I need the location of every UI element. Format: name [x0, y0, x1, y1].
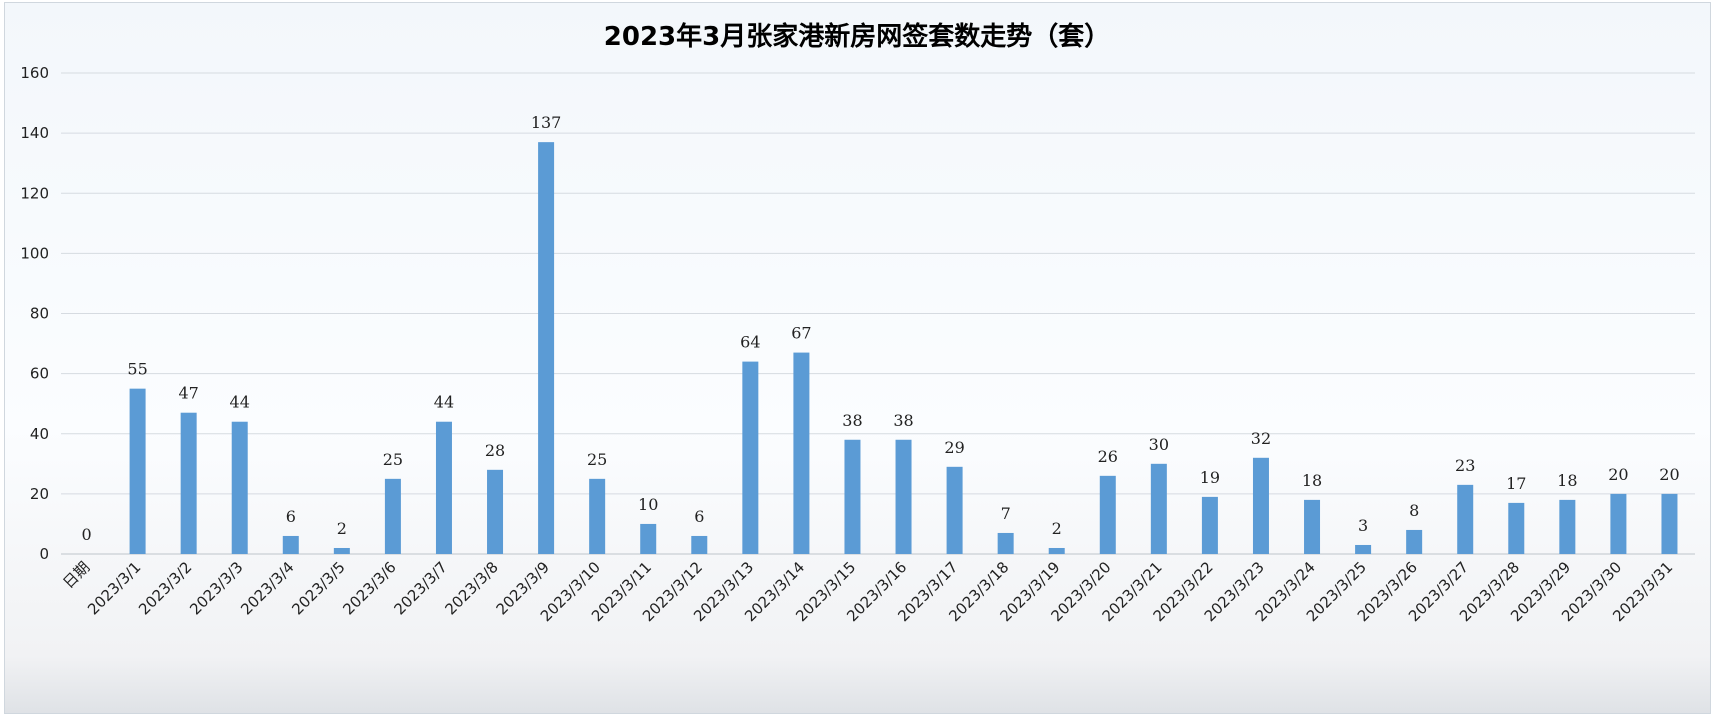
data-label: 29: [944, 438, 964, 457]
y-tick-label: 160: [20, 64, 49, 82]
bar: [333, 547, 350, 554]
data-label: 67: [791, 324, 811, 343]
data-label: 26: [1098, 447, 1118, 466]
data-label: 10: [638, 495, 658, 514]
data-label: 3: [1358, 516, 1368, 535]
data-label: 23: [1455, 456, 1475, 475]
data-label: 32: [1251, 429, 1271, 448]
bar: [793, 352, 810, 554]
y-axis-ticks: 0 20 40 60 80 100 120 140 160: [20, 64, 49, 563]
y-tick-label: 80: [30, 305, 49, 323]
data-label: 8: [1409, 501, 1419, 520]
y-tick-label: 120: [20, 184, 49, 202]
bar: [1355, 544, 1372, 554]
x-tick-label: 日期: [59, 558, 93, 592]
chart-title: 2023年3月张家港新房网签套数走势（套）: [604, 21, 1110, 52]
data-label: 20: [1608, 465, 1628, 484]
bar: [946, 466, 963, 554]
data-label: 6: [694, 507, 704, 526]
data-label: 18: [1557, 471, 1577, 490]
y-tick-label: 20: [30, 485, 49, 503]
bar: [231, 421, 248, 554]
x-tick-label: 2023/3/6: [339, 558, 399, 618]
data-label: 6: [286, 507, 296, 526]
data-label: 44: [434, 393, 454, 412]
y-tick-label: 140: [20, 124, 49, 142]
data-label: 25: [383, 450, 403, 469]
bar: [1099, 475, 1116, 554]
x-tick-label: 2023/3/3: [186, 558, 246, 618]
bar: [895, 439, 912, 554]
bar: [1201, 496, 1218, 554]
data-label: 0: [81, 525, 91, 544]
data-label: 20: [1659, 465, 1679, 484]
data-label: 17: [1506, 474, 1526, 493]
data-label: 137: [531, 113, 562, 132]
data-label: 7: [1001, 504, 1011, 523]
bar: [282, 535, 299, 554]
bar: [1457, 484, 1474, 554]
x-tick-label: 2023/3/8: [441, 558, 501, 618]
bar: [1252, 457, 1269, 554]
bar: [1304, 499, 1321, 554]
data-label: 2: [1052, 519, 1062, 538]
data-label: 38: [893, 411, 913, 430]
bar: [180, 412, 197, 554]
bar: [640, 523, 657, 554]
bar-chart: 2023年3月张家港新房网签套数走势（套） 020406080100120140…: [20, 21, 1695, 625]
bar: [129, 388, 146, 554]
bar: [997, 532, 1014, 554]
data-label: 25: [587, 450, 607, 469]
bar: [1406, 529, 1423, 554]
x-tick-label: 2023/3/5: [288, 558, 348, 618]
data-label: 38: [842, 411, 862, 430]
data-label: 2: [337, 519, 347, 538]
x-tick-label: 2023/3/7: [390, 558, 450, 618]
x-tick-label: 2023/3/4: [237, 558, 297, 618]
bar: [1508, 502, 1525, 554]
data-label: 64: [740, 333, 760, 352]
data-label: 18: [1302, 471, 1322, 490]
y-tick-label: 40: [30, 425, 49, 443]
x-tick-label: 2023/3/1: [84, 558, 144, 618]
bar: [589, 478, 606, 554]
y-tick-label: 60: [30, 365, 49, 383]
bar: [742, 361, 759, 554]
bar: [1048, 547, 1065, 554]
y-tick-label: 0: [39, 545, 49, 563]
bar: [538, 142, 555, 555]
bar: [691, 535, 708, 554]
bar: [1150, 463, 1167, 554]
gridlines: [61, 72, 1695, 555]
bar: [384, 478, 401, 554]
data-label: 44: [230, 393, 250, 412]
bars: [129, 142, 1678, 555]
bar: [844, 439, 861, 554]
bar: [1610, 493, 1627, 554]
y-tick-label: 100: [20, 244, 49, 262]
data-label: 19: [1200, 468, 1220, 487]
data-label: 30: [1149, 435, 1169, 454]
data-label: 47: [178, 384, 198, 403]
data-label: 28: [485, 441, 505, 460]
x-tick-label: 2023/3/2: [135, 558, 195, 618]
bar: [1559, 499, 1576, 554]
bar: [487, 469, 504, 554]
x-axis-ticks: 日期2023/3/12023/3/22023/3/32023/3/42023/3…: [59, 558, 1676, 625]
data-label: 55: [127, 360, 147, 379]
bar: [1661, 493, 1678, 554]
bar: [435, 421, 452, 554]
chart-frame: 2023年3月张家港新房网签套数走势（套） 0 20 40 60 80 100 120 140…: [4, 2, 1711, 714]
